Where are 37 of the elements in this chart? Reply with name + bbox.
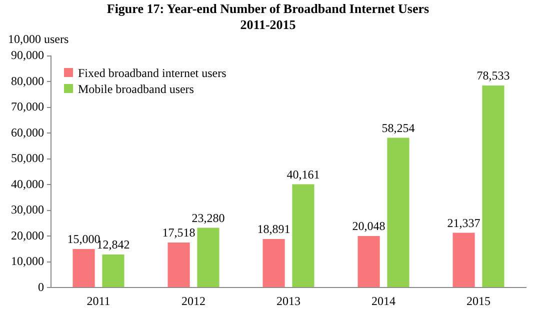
legend-label: Fixed broadband internet users bbox=[78, 66, 228, 80]
chart-title: Figure 17: Year-end Number of Broadband Internet Users 2011-2015 bbox=[106, 1, 430, 33]
x-tick-label: 2015 bbox=[466, 294, 490, 308]
bar bbox=[72, 249, 95, 288]
x-tick-label: 2012 bbox=[182, 294, 206, 308]
y-tick-label: 40,000 bbox=[11, 176, 44, 191]
y-axis-title: 10,000 users bbox=[8, 32, 69, 46]
bar bbox=[262, 238, 285, 288]
y-tick-label: 90,000 bbox=[11, 48, 44, 62]
y-tick-label: 60,000 bbox=[11, 125, 44, 140]
bar bbox=[197, 228, 220, 288]
bar bbox=[102, 254, 124, 288]
bar bbox=[387, 138, 410, 288]
data-label: 18,891 bbox=[257, 222, 290, 236]
data-label: 21,337 bbox=[447, 216, 480, 230]
data-label: 20,048 bbox=[352, 219, 386, 234]
x-tick-label: 2011 bbox=[86, 294, 110, 308]
bar bbox=[482, 86, 504, 288]
bar bbox=[452, 232, 475, 288]
legend-label: Mobile broadband users bbox=[78, 82, 195, 96]
data-label: 23,280 bbox=[192, 210, 225, 225]
y-tick-label: 70,000 bbox=[11, 100, 44, 114]
data-label: 58,254 bbox=[382, 120, 415, 135]
y-tick-label: 20,000 bbox=[11, 228, 44, 242]
data-label: 40,161 bbox=[286, 167, 320, 182]
y-tick-label: 30,000 bbox=[11, 202, 44, 217]
y-tick-label: 0 bbox=[38, 280, 44, 294]
x-tick-label: 2014 bbox=[372, 294, 396, 308]
data-label: 17,518 bbox=[162, 226, 196, 240]
bar bbox=[358, 236, 380, 288]
bar bbox=[292, 184, 314, 288]
x-tick-label: 2013 bbox=[276, 294, 300, 308]
y-tick-label: 10,000 bbox=[11, 254, 44, 268]
y-tick-label: 50,000 bbox=[11, 151, 44, 166]
y-tick-label: 80,000 bbox=[11, 74, 44, 88]
bar bbox=[168, 242, 190, 288]
data-label: 78,533 bbox=[476, 68, 510, 83]
